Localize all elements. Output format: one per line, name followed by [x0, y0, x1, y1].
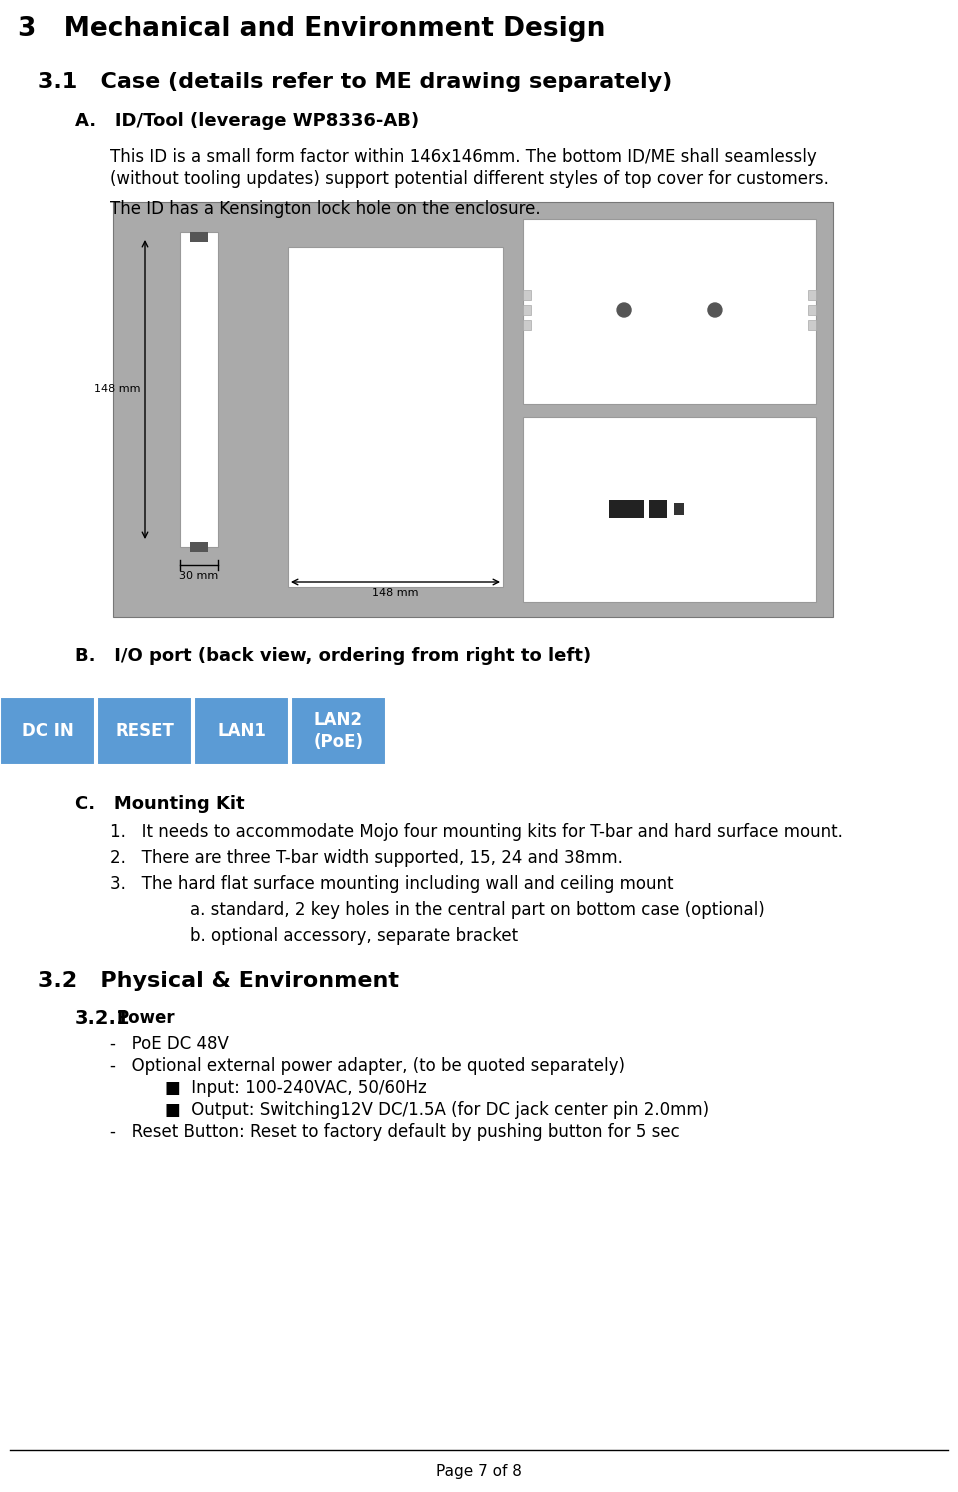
- Text: LAN2
(PoE): LAN2 (PoE): [313, 710, 363, 750]
- Text: ■  Output: Switching12V DC/1.5A (for DC jack center pin 2.0mm): ■ Output: Switching12V DC/1.5A (for DC j…: [165, 1101, 709, 1119]
- Text: DC IN: DC IN: [22, 722, 74, 740]
- Text: ■  Input: 100-240VAC, 50/60Hz: ■ Input: 100-240VAC, 50/60Hz: [165, 1079, 426, 1097]
- Text: 30 mm: 30 mm: [179, 571, 218, 580]
- Bar: [288, 248, 503, 586]
- Text: 3.   The hard flat surface mounting including wall and ceiling mount: 3. The hard flat surface mounting includ…: [110, 874, 673, 894]
- Text: a. standard, 2 key holes in the central part on bottom case (optional): a. standard, 2 key holes in the central …: [190, 901, 764, 919]
- Text: 148 mm: 148 mm: [373, 588, 419, 598]
- Text: 2.   There are three T-bar width supported, 15, 24 and 38mm.: 2. There are three T-bar width supported…: [110, 849, 623, 867]
- Bar: [190, 231, 208, 242]
- Text: 3.2   Physical & Environment: 3.2 Physical & Environment: [38, 971, 399, 991]
- Bar: [609, 500, 644, 518]
- Text: 148 mm: 148 mm: [95, 385, 141, 394]
- Text: 1.   It needs to accommodate Mojo four mounting kits for T-bar and hard surface : 1. It needs to accommodate Mojo four mou…: [110, 824, 843, 841]
- Bar: [523, 416, 816, 601]
- Text: -   Optional external power adapter, (to be quoted separately): - Optional external power adapter, (to b…: [110, 1056, 625, 1076]
- Bar: [0, 697, 95, 765]
- Bar: [523, 304, 531, 315]
- Text: The ID has a Kensington lock hole on the enclosure.: The ID has a Kensington lock hole on the…: [110, 200, 540, 218]
- Bar: [808, 319, 816, 330]
- Text: This ID is a small form factor within 146x146mm. The bottom ID/ME shall seamless: This ID is a small form factor within 14…: [110, 148, 817, 166]
- Bar: [97, 697, 192, 765]
- Text: RESET: RESET: [115, 722, 174, 740]
- Text: -   PoE DC 48V: - PoE DC 48V: [110, 1035, 229, 1053]
- Bar: [808, 291, 816, 300]
- Bar: [523, 291, 531, 300]
- Text: 3.1   Case (details refer to ME drawing separately): 3.1 Case (details refer to ME drawing se…: [38, 72, 673, 93]
- Text: A.   ID/Tool (leverage WP8336-AB): A. ID/Tool (leverage WP8336-AB): [75, 112, 419, 130]
- Text: B.   I/O port (back view, ordering from right to left): B. I/O port (back view, ordering from ri…: [75, 648, 591, 665]
- Bar: [190, 542, 208, 552]
- Bar: [523, 319, 531, 330]
- Text: (without tooling updates) support potential different styles of top cover for cu: (without tooling updates) support potent…: [110, 170, 829, 188]
- Text: LAN1: LAN1: [217, 722, 266, 740]
- Text: b. optional accessory, separate bracket: b. optional accessory, separate bracket: [190, 927, 518, 944]
- Text: -   Reset Button: Reset to factory default by pushing button for 5 sec: - Reset Button: Reset to factory default…: [110, 1123, 680, 1141]
- Bar: [194, 697, 289, 765]
- Bar: [808, 304, 816, 315]
- Bar: [523, 219, 816, 404]
- Circle shape: [617, 303, 631, 316]
- Bar: [649, 500, 667, 518]
- Bar: [113, 201, 833, 618]
- Bar: [291, 697, 386, 765]
- Text: 3   Mechanical and Environment Design: 3 Mechanical and Environment Design: [18, 16, 605, 42]
- Bar: [673, 503, 684, 515]
- Text: Page 7 of 8: Page 7 of 8: [436, 1464, 522, 1479]
- Circle shape: [708, 303, 722, 316]
- Text: C.   Mounting Kit: C. Mounting Kit: [75, 795, 244, 813]
- Bar: [180, 231, 218, 548]
- Text: Power: Power: [117, 1009, 175, 1026]
- Text: 3.2.1: 3.2.1: [75, 1009, 130, 1028]
